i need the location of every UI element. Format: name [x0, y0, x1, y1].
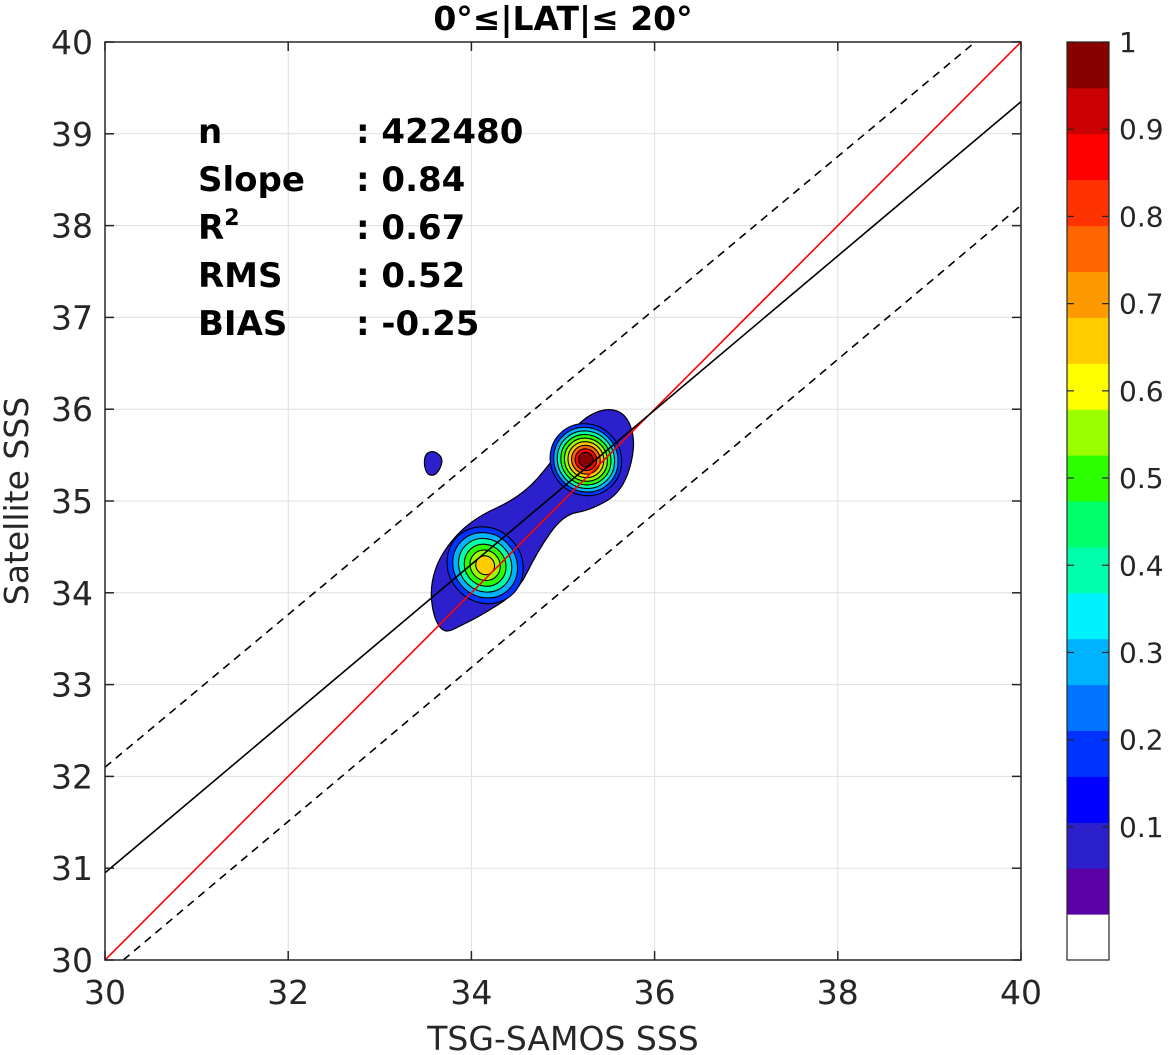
y-tick-label: 32: [51, 757, 93, 796]
grid: [104, 41, 1022, 961]
reference-lines: [105, 42, 1021, 960]
y-axis-label: Satellite SSS: [0, 397, 36, 606]
colorbar-tick-label: 0.1: [1119, 811, 1164, 844]
stat-value: : 0.67: [356, 208, 465, 248]
stat-value: : 422480: [356, 112, 523, 152]
density-contours: [423, 409, 635, 632]
axis-ticks: [104, 41, 1022, 961]
colorbar-segment: [1067, 42, 1109, 89]
colorbar-tick-label: 0.8: [1119, 200, 1164, 233]
upper-bound-line: [105, 42, 976, 768]
colorbar-segment: [1067, 317, 1109, 364]
stat-value: : -0.25: [356, 304, 479, 344]
colorbar-segment: [1067, 87, 1109, 135]
colorbar-tick-label: 0.5: [1119, 462, 1164, 495]
chart-title: 0°≤|LAT|≤ 20°: [433, 0, 692, 38]
y-tick-label: 37: [51, 298, 93, 337]
colorbar-tick-label: 1: [1119, 26, 1137, 59]
x-tick-labels: 30 32 34 36 38 40: [84, 973, 1042, 1012]
stat-value: : 0.84: [356, 160, 465, 200]
x-tick-label: 38: [817, 973, 859, 1012]
colorbar-segment: [1067, 684, 1109, 731]
colorbar-segment: [1067, 225, 1109, 272]
colorbar-frame: [1066, 41, 1110, 961]
x-tick-label: 36: [634, 973, 676, 1012]
colorbar-segment: [1067, 133, 1109, 181]
colorbar-segment: [1067, 776, 1109, 823]
x-tick-label: 40: [1000, 973, 1042, 1012]
y-tick-label: 30: [51, 941, 93, 980]
regression-line: [105, 101, 1021, 874]
stat-label: RMS: [198, 256, 283, 296]
colorbar-segment: [1067, 592, 1109, 640]
y-tick-label: 34: [51, 574, 93, 613]
colorbar-segment: [1067, 271, 1109, 318]
colorbar-segment: [1067, 546, 1109, 594]
colorbar-segment: [1067, 868, 1109, 915]
x-tick-label: 34: [450, 973, 492, 1012]
y-tick-label: 40: [51, 23, 93, 62]
y-tick-label: 39: [51, 115, 93, 154]
colorbar-segment: [1067, 822, 1109, 869]
x-tick-label: 30: [84, 973, 126, 1012]
colorbar-tick-label: 0.7: [1119, 288, 1164, 321]
stat-label: n: [198, 112, 222, 152]
colorbar-segment: [1067, 730, 1109, 777]
colorbar-tick-label: 0.3: [1119, 636, 1164, 669]
stat-superscript: 2: [224, 206, 239, 231]
stat-label: BIAS: [198, 304, 287, 344]
y-tick-label: 33: [51, 666, 93, 705]
y-tick-label: 38: [51, 207, 93, 246]
y-tick-label: 31: [51, 849, 93, 888]
y-tick-label: 35: [51, 482, 93, 521]
x-axis-label: TSG-SAMOS SSS: [426, 1019, 698, 1055]
colorbar-tick-label: 0.2: [1119, 724, 1164, 757]
stat-value: : 0.52: [356, 256, 465, 296]
colorbar-segment: [1067, 501, 1109, 548]
colorbar-tick-label: 0.6: [1119, 375, 1164, 408]
y-tick-labels: 30 31 32 33 34 35 36 37 38 39 40: [51, 23, 93, 980]
contour-patch: [423, 450, 443, 476]
stat-label: Slope: [198, 160, 305, 200]
contour-level: [578, 451, 594, 468]
colorbar-segment: [1067, 638, 1109, 686]
colorbar: 0.1 0.2 0.3 0.4 0.5 0.6 0.7 0.8 0.9 1: [1066, 26, 1164, 961]
y-tick-label: 36: [51, 390, 93, 429]
colorbar-tick-label: 0.4: [1119, 549, 1164, 582]
colorbar-segment: [1067, 914, 1109, 961]
one-to-one-line: [105, 42, 1021, 960]
colorbar-segment: [1067, 363, 1109, 410]
colorbar-segment: [1067, 409, 1109, 456]
x-tick-label: 32: [267, 973, 309, 1012]
colorbar-tick-label: 0.9: [1119, 113, 1164, 146]
colorbar-segment: [1067, 179, 1109, 227]
